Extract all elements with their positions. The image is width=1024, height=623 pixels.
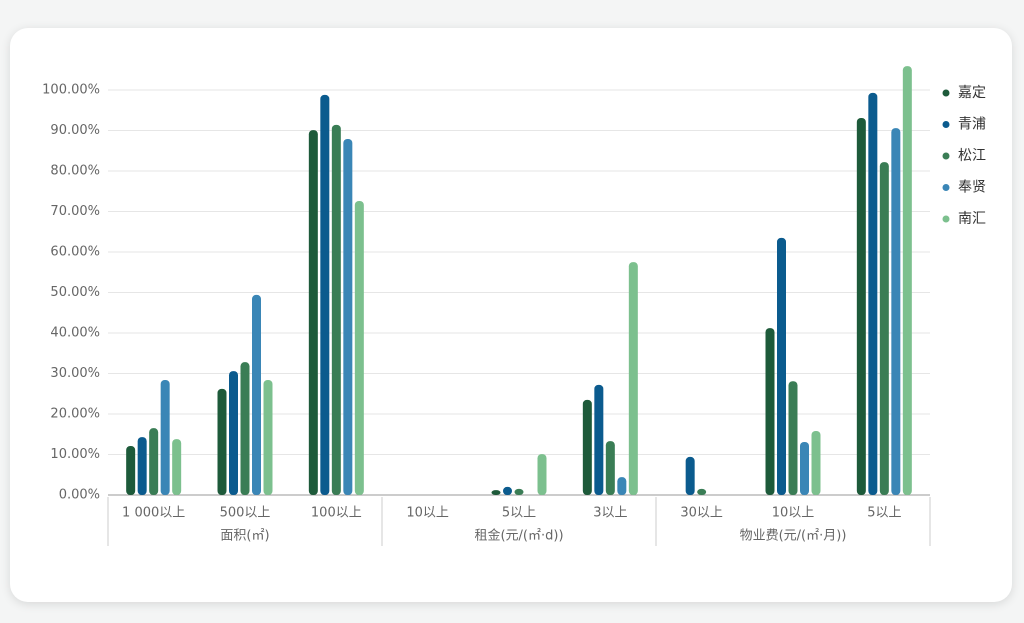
x-tick-label: 5以上: [502, 506, 536, 521]
y-tick-label: 60.00%: [50, 245, 100, 260]
legend-marker: [942, 215, 950, 223]
group-label: 面积(㎡): [220, 529, 269, 544]
bar: [594, 384, 604, 495]
x-tick-label: 100以上: [311, 506, 362, 521]
legend-marker: [942, 184, 950, 191]
bar: [537, 454, 547, 495]
bar: [902, 66, 912, 495]
bar: [252, 294, 261, 495]
legend-label: 嘉定: [958, 85, 986, 101]
bar: [697, 488, 707, 495]
bar: [503, 486, 512, 495]
legend-label: 南汇: [958, 211, 986, 227]
x-tick-label: 3以上: [593, 506, 627, 521]
y-tick-label: 70.00%: [50, 204, 100, 219]
bar: [811, 431, 821, 495]
bar: [617, 477, 627, 495]
bar: [891, 128, 901, 495]
bar: [868, 92, 878, 496]
y-tick-label: 10.00%: [50, 447, 100, 462]
bar: [229, 371, 238, 495]
bar: [263, 379, 273, 495]
x-tick-label: 10以上: [772, 506, 815, 521]
bar: [685, 456, 695, 495]
x-tick-label: 5以上: [867, 506, 901, 521]
bar: [343, 139, 353, 495]
legend-label: 奉贤: [958, 180, 986, 196]
bar: [149, 428, 159, 495]
bar: [491, 490, 501, 495]
y-tick-label: 90.00%: [50, 123, 100, 138]
bar: [308, 130, 318, 495]
legend-label: 松江: [958, 148, 986, 164]
bar: [354, 200, 364, 495]
bar: [160, 379, 170, 495]
x-tick-label: 500以上: [220, 506, 271, 521]
bar: [126, 445, 136, 495]
group-label: 物业费(元/(㎡·月)): [740, 529, 847, 544]
y-tick-label: 0.00%: [59, 488, 100, 503]
legend-label: 青浦: [958, 117, 986, 133]
bar: [217, 388, 227, 495]
bar: [137, 437, 147, 495]
group-label: 租金(元/(㎡·d)): [474, 528, 563, 544]
x-tick-label: 1 000以上: [122, 506, 185, 521]
bar: [582, 399, 592, 495]
bar: [788, 381, 798, 495]
bar: [240, 362, 250, 495]
bar: [765, 328, 775, 495]
bar: [856, 117, 866, 495]
bar: [514, 488, 524, 495]
bar: [800, 441, 809, 495]
card: [10, 28, 1012, 602]
legend-marker: [942, 152, 950, 160]
y-tick-label: 30.00%: [50, 366, 100, 381]
bar: [879, 162, 889, 495]
y-tick-label: 20.00%: [50, 407, 100, 422]
y-tick-label: 100.00%: [42, 83, 100, 98]
bar: [320, 94, 330, 496]
x-tick-label: 10以上: [406, 506, 449, 521]
y-tick-label: 40.00%: [50, 326, 100, 341]
bar: [331, 124, 341, 495]
bar: [777, 237, 786, 495]
legend-marker: [942, 89, 950, 97]
y-tick-label: 50.00%: [50, 285, 100, 300]
legend-marker: [942, 121, 950, 128]
bar: [172, 439, 182, 495]
bar: [605, 441, 615, 495]
y-tick-label: 80.00%: [50, 164, 100, 179]
x-tick-label: 30以上: [680, 506, 723, 521]
bar: [628, 262, 638, 495]
